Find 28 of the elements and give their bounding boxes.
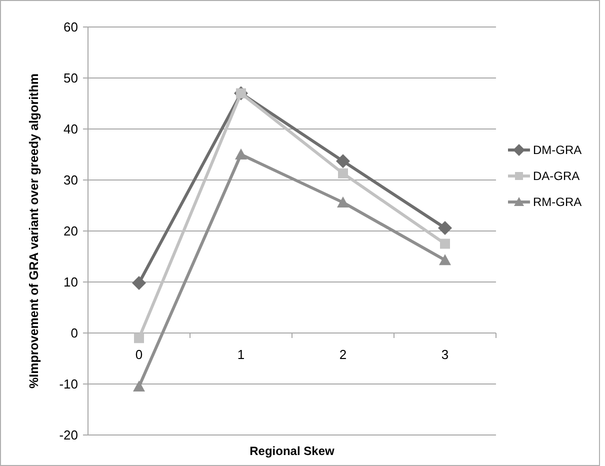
- y-tick-label: 60: [64, 20, 78, 35]
- point: [134, 333, 144, 344]
- x-tick-label: 2: [339, 347, 347, 362]
- legend-label: RM-GRA: [533, 195, 582, 210]
- point: [439, 254, 451, 266]
- point: [440, 238, 450, 249]
- point: [336, 154, 350, 168]
- point: [235, 148, 247, 160]
- y-tick-label: 20: [64, 224, 78, 239]
- point: [438, 220, 452, 235]
- point: [338, 168, 348, 178]
- y-tick-label: 10: [64, 274, 78, 290]
- y-tick-label: 30: [64, 172, 78, 188]
- x-tick-label: 1: [237, 347, 245, 362]
- y-tick-label: 50: [64, 70, 78, 86]
- legend-label: DM-GRA: [533, 143, 582, 158]
- point: [133, 380, 145, 392]
- y-tick-label: 0: [70, 326, 78, 341]
- legend-label: DA-GRA: [533, 169, 580, 184]
- x-tick-label: 3: [441, 347, 449, 362]
- y-axis-title: %Improvement of GRA variant over greedy algorithm: [27, 74, 41, 388]
- y-tick-label: -10: [59, 376, 78, 392]
- x-axis-title: Regional Skew: [250, 444, 336, 458]
- point: [337, 196, 349, 208]
- x-tick-label: 0: [135, 347, 143, 362]
- point: [132, 276, 146, 290]
- y-tick-label: -20: [59, 428, 78, 443]
- y-tick-label: 40: [64, 122, 78, 137]
